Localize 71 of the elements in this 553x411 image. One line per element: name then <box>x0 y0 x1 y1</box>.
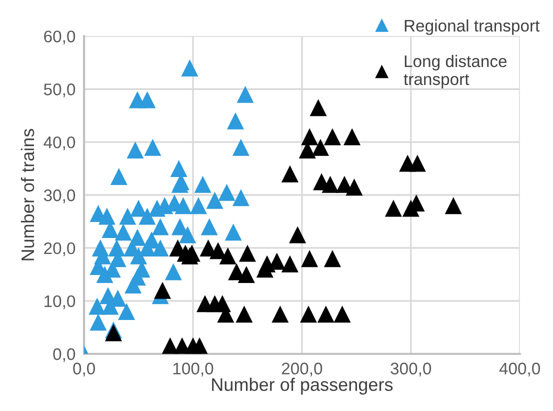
point <box>236 86 254 103</box>
y-axis-title: Number of trains <box>20 128 34 260</box>
point <box>300 306 317 323</box>
point <box>281 165 298 182</box>
point <box>324 128 341 146</box>
point <box>232 138 250 156</box>
point <box>181 59 198 76</box>
point <box>226 112 244 130</box>
point <box>272 306 289 323</box>
point <box>281 255 298 272</box>
point <box>219 247 236 264</box>
point <box>289 226 306 244</box>
point <box>170 160 188 178</box>
point <box>174 197 192 214</box>
point <box>90 314 107 331</box>
point <box>98 208 116 225</box>
point <box>322 176 339 193</box>
x-tick-label: 0,0 <box>73 362 95 376</box>
point <box>312 138 329 156</box>
point <box>344 128 361 146</box>
y-tick-label: 20,0 <box>44 242 76 256</box>
x-tick-label: 300,0 <box>390 362 432 376</box>
y-tick-label: 40,0 <box>44 136 76 150</box>
x-axis-title: Number of passengers <box>212 378 393 395</box>
point <box>130 247 148 264</box>
point <box>154 282 171 299</box>
point <box>144 138 162 156</box>
point <box>324 250 341 268</box>
y-tick-label: 60,0 <box>44 30 76 44</box>
point <box>408 154 426 172</box>
point <box>444 197 462 214</box>
point <box>138 91 156 108</box>
point <box>96 266 114 283</box>
point <box>164 263 182 280</box>
point <box>334 306 351 323</box>
point <box>238 244 256 262</box>
point <box>191 337 208 354</box>
point <box>194 176 212 193</box>
point <box>118 303 136 320</box>
x-tick-label: 200,0 <box>282 362 322 376</box>
x-tick-label: 100,0 <box>173 362 214 376</box>
y-tick-label: 0,0 <box>53 348 76 362</box>
point <box>138 208 156 225</box>
legend-label: Regional transport <box>404 19 540 35</box>
point <box>110 168 128 185</box>
point <box>114 224 132 241</box>
point <box>301 128 318 146</box>
y-tick-label: 10,0 <box>44 295 76 310</box>
x-tick-label: 400,0 <box>499 362 540 376</box>
point <box>346 178 363 196</box>
point <box>218 184 236 201</box>
point <box>238 266 255 283</box>
point <box>232 189 250 206</box>
point <box>190 197 207 214</box>
point <box>124 276 142 294</box>
y-tick-label: 50,0 <box>44 84 76 98</box>
point <box>224 224 242 241</box>
y-tick-label: 30,0 <box>44 189 76 204</box>
legend-label: Long distance transport <box>404 54 507 88</box>
point <box>152 239 169 256</box>
point <box>236 306 253 323</box>
point <box>206 192 224 209</box>
point <box>119 208 136 225</box>
point <box>126 142 144 159</box>
point <box>384 200 402 217</box>
point <box>88 298 106 315</box>
point <box>317 306 334 323</box>
point <box>200 218 218 236</box>
point <box>301 250 318 268</box>
point <box>310 99 327 116</box>
point <box>152 218 169 236</box>
